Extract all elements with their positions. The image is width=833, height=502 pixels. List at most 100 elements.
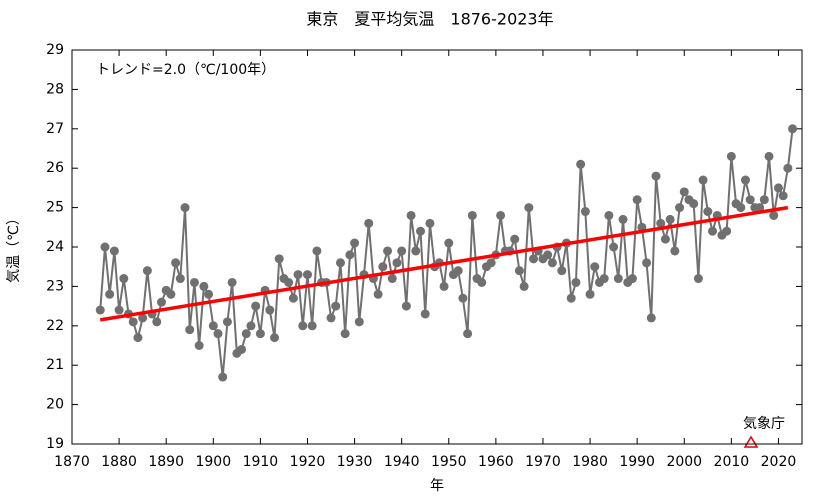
data-point bbox=[585, 289, 595, 299]
data-point bbox=[755, 203, 765, 213]
data-point bbox=[613, 274, 623, 284]
x-tick-label: 2000 bbox=[666, 454, 702, 470]
data-point bbox=[439, 281, 449, 291]
data-point bbox=[246, 321, 256, 331]
data-point bbox=[392, 258, 402, 268]
data-point bbox=[656, 218, 666, 228]
data-point bbox=[604, 210, 614, 220]
data-point bbox=[218, 372, 228, 382]
data-point bbox=[529, 254, 539, 264]
data-point bbox=[627, 274, 637, 284]
data-point bbox=[425, 218, 435, 228]
x-tick-label: 1900 bbox=[195, 454, 231, 470]
y-tick-label: 25 bbox=[46, 200, 64, 216]
source-logo bbox=[743, 435, 759, 448]
data-point bbox=[345, 250, 355, 260]
data-point bbox=[274, 254, 284, 264]
data-point bbox=[651, 171, 661, 181]
data-point bbox=[571, 277, 581, 287]
data-point bbox=[241, 329, 251, 339]
data-point bbox=[693, 274, 703, 284]
y-tick-label: 20 bbox=[46, 397, 64, 413]
data-point bbox=[514, 266, 524, 276]
x-tick-label: 1960 bbox=[478, 454, 514, 470]
data-point bbox=[194, 341, 204, 350]
data-point bbox=[689, 199, 699, 209]
y-axis-label: 気温（℃） bbox=[6, 211, 22, 283]
data-point bbox=[284, 277, 294, 287]
data-point bbox=[142, 266, 152, 276]
data-point bbox=[486, 258, 496, 268]
data-point bbox=[185, 325, 195, 335]
data-point bbox=[708, 226, 718, 236]
data-point bbox=[95, 305, 105, 315]
data-point bbox=[406, 210, 416, 220]
annotation: トレンド=2.0（℃/100年） bbox=[96, 62, 275, 78]
data-point bbox=[632, 195, 642, 205]
data-point bbox=[566, 293, 576, 303]
x-axis-label: 年 bbox=[430, 478, 444, 494]
data-point bbox=[510, 234, 520, 244]
y-tick-label: 21 bbox=[46, 357, 64, 373]
data-point bbox=[401, 301, 411, 311]
data-point bbox=[416, 226, 426, 236]
data-point bbox=[237, 344, 247, 354]
x-tick-label: 2020 bbox=[761, 454, 797, 470]
data-point bbox=[543, 250, 553, 260]
data-point bbox=[213, 329, 223, 339]
data-point bbox=[599, 274, 609, 284]
data-point bbox=[458, 293, 468, 303]
data-point bbox=[679, 187, 689, 197]
series-line bbox=[99, 128, 794, 378]
data-point bbox=[378, 262, 388, 272]
data-point bbox=[364, 218, 374, 228]
data-point bbox=[675, 203, 685, 213]
data-point bbox=[778, 191, 788, 201]
data-point bbox=[411, 246, 421, 256]
data-point bbox=[265, 305, 275, 315]
data-point bbox=[340, 329, 350, 339]
data-point bbox=[665, 214, 675, 224]
y-tick-label: 19 bbox=[46, 436, 64, 452]
x-tick-label: 1940 bbox=[384, 454, 420, 470]
y-tick-label: 22 bbox=[46, 318, 64, 334]
data-point bbox=[166, 289, 176, 299]
data-point bbox=[660, 234, 670, 244]
data-point bbox=[477, 277, 487, 287]
x-tick-label: 2010 bbox=[714, 454, 750, 470]
data-point bbox=[642, 258, 652, 268]
data-point bbox=[703, 207, 713, 217]
data-point bbox=[444, 238, 454, 248]
data-point bbox=[180, 203, 190, 213]
y-tick-label: 26 bbox=[46, 160, 64, 176]
data-point bbox=[420, 309, 430, 319]
x-tick-label: 1930 bbox=[337, 454, 373, 470]
data-point bbox=[326, 313, 336, 323]
data-point bbox=[788, 124, 798, 134]
data-point bbox=[335, 258, 345, 268]
source-label: 気象庁 bbox=[743, 416, 785, 432]
x-tick-label: 1890 bbox=[148, 454, 184, 470]
data-point bbox=[119, 274, 129, 284]
x-tick-label: 1950 bbox=[431, 454, 467, 470]
data-point bbox=[138, 313, 148, 323]
data-point bbox=[293, 270, 303, 280]
data-point bbox=[204, 289, 214, 299]
data-point bbox=[547, 258, 557, 268]
y-tick-label: 29 bbox=[46, 42, 64, 58]
data-point bbox=[519, 281, 529, 291]
data-point bbox=[580, 207, 590, 217]
data-point bbox=[609, 242, 619, 252]
data-point bbox=[397, 246, 407, 256]
data-point bbox=[171, 258, 181, 268]
data-point bbox=[764, 151, 774, 161]
data-point bbox=[331, 301, 341, 311]
data-point bbox=[208, 321, 218, 331]
data-point bbox=[726, 151, 736, 161]
data-point bbox=[189, 277, 199, 287]
data-point bbox=[298, 321, 308, 331]
data-point bbox=[350, 238, 360, 248]
data-point bbox=[590, 262, 600, 272]
data-point bbox=[270, 333, 280, 343]
chart-title: 東京 夏平均気温 1876-2023年 bbox=[306, 10, 553, 29]
